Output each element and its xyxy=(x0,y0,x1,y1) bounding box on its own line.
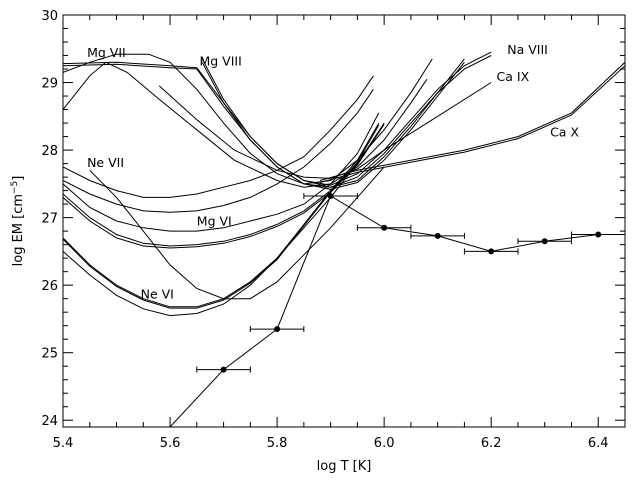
em-locus-ca-x xyxy=(319,61,625,181)
y-tick-label: 25 xyxy=(41,347,58,362)
y-tick-label: 30 xyxy=(41,9,58,24)
y-tick-label: 24 xyxy=(41,414,58,429)
annotation-ne-vii: Ne VII xyxy=(87,155,124,170)
x-tick-label: 5.6 xyxy=(160,436,181,451)
annotation-ca-ix: Ca IX xyxy=(497,69,530,84)
em-locus-mg-viii xyxy=(63,61,465,190)
y-tick-label: 26 xyxy=(41,279,58,294)
dem-point xyxy=(595,231,602,238)
dem-point xyxy=(381,224,388,231)
y-axis-title-suffix: ] xyxy=(11,176,26,181)
dem-point xyxy=(274,326,281,333)
x-tick-label: 6.4 xyxy=(588,436,609,451)
plot-frame xyxy=(62,14,626,428)
dem-point xyxy=(327,193,334,200)
annotation-mg-vi: Mg VI xyxy=(197,214,232,229)
x-tick-label: 5.8 xyxy=(267,436,288,451)
em-locus-mg-vii xyxy=(63,53,433,185)
em-locus-mg-vii xyxy=(63,61,428,188)
y-axis-title-exponent: −5 xyxy=(10,181,20,194)
dem-point xyxy=(541,238,548,245)
dem-point xyxy=(220,366,227,373)
y-axis-title: log EM [cm−5] xyxy=(10,176,26,267)
x-tick-label: 6.0 xyxy=(374,436,395,451)
x-tick-label: 5.4 xyxy=(53,436,74,451)
em-locus-ne-vii xyxy=(63,89,374,213)
em-locus-ca-ix xyxy=(158,82,492,179)
y-tick-label: 28 xyxy=(41,144,58,159)
y-tick-label: 27 xyxy=(41,212,58,227)
dem-line xyxy=(169,195,625,427)
dem-point xyxy=(488,248,495,255)
em-locus-ca-x xyxy=(319,65,625,183)
annotation-mg-vii: Mg VII xyxy=(87,45,126,60)
x-tick-labels: 5.4 5.6 5.8 6.0 6.2 6.4 xyxy=(53,436,609,451)
x-axis-title: log T [K] xyxy=(317,459,372,474)
axis-ticks xyxy=(62,14,626,427)
annotation-ne-vi: Ne VI xyxy=(141,287,174,302)
em-locus-ne-vii xyxy=(89,166,385,300)
em-locus-ne-vi xyxy=(63,163,358,317)
em-loci-curves xyxy=(63,51,625,317)
annotation-mg-viii: Mg VIII xyxy=(199,54,241,69)
dem-series xyxy=(169,193,625,427)
y-tick-label: 29 xyxy=(41,77,58,92)
annotation-ca-x: Ca X xyxy=(550,125,579,140)
em-locus-ne-vi xyxy=(63,124,385,309)
em-locus-na-viii xyxy=(201,55,492,188)
annotation-na-viii: Na VIII xyxy=(507,42,548,57)
annotations: Mg VII Mg VIII Na VIII Ca IX Ca X Ne VII… xyxy=(87,42,579,301)
em-locus-mg-vi xyxy=(63,112,380,232)
y-axis-title-prefix: log EM [cm xyxy=(11,194,26,266)
dem-point xyxy=(434,232,441,239)
em-locus-na-viii xyxy=(201,51,492,186)
em-locus-ne-vii xyxy=(63,75,374,198)
x-tick-label: 6.2 xyxy=(481,436,502,451)
y-tick-labels: 24 25 26 27 28 29 30 xyxy=(41,9,58,429)
